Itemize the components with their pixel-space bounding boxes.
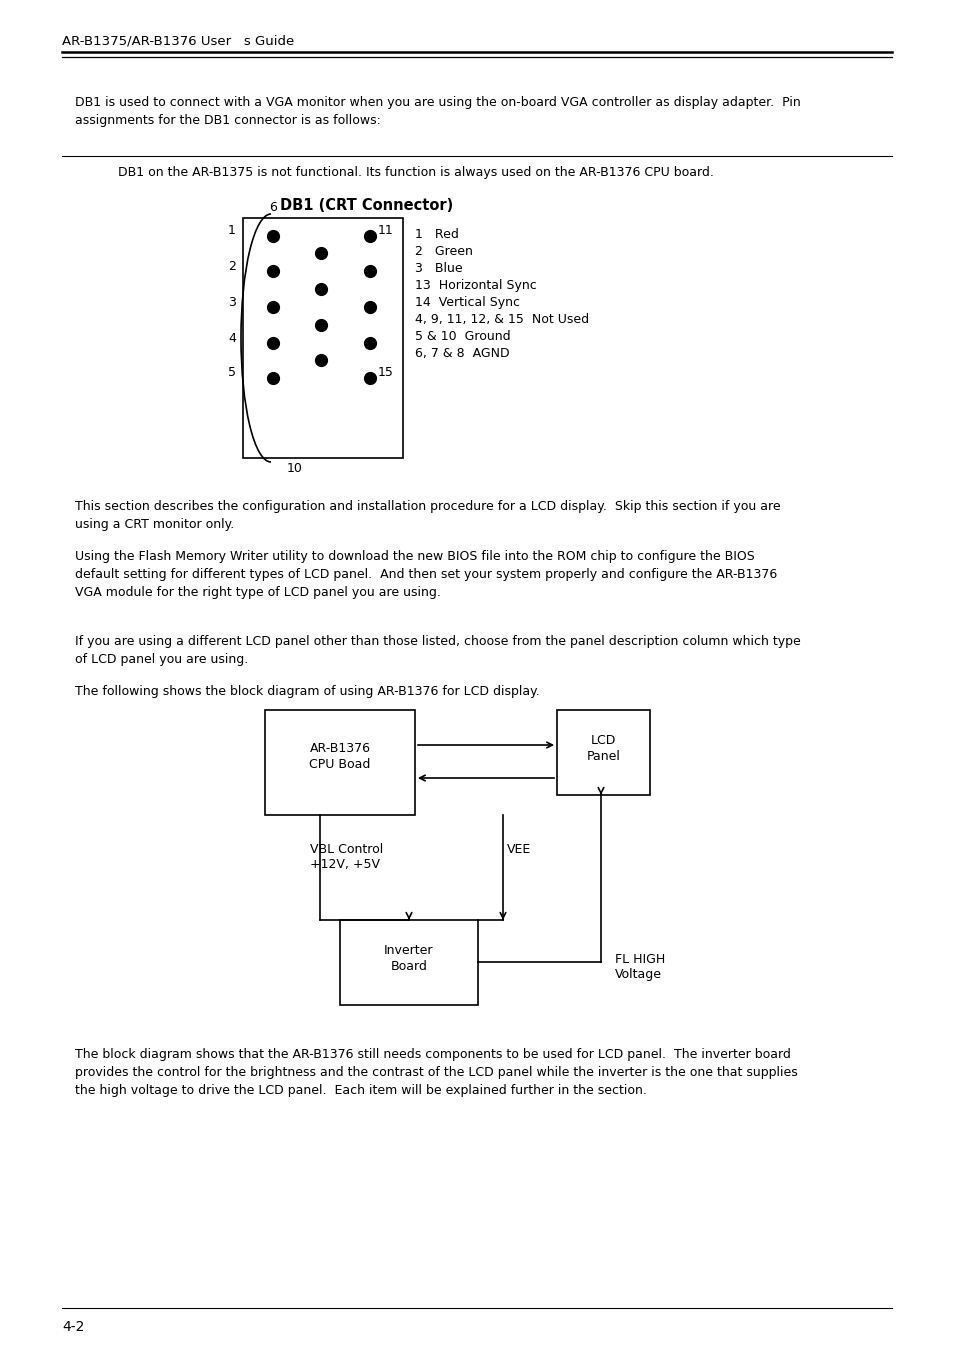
Bar bbox=[557, 711, 649, 794]
Text: 6, 7 & 8  AGND: 6, 7 & 8 AGND bbox=[415, 347, 509, 359]
Text: 5 & 10  Ground: 5 & 10 Ground bbox=[415, 330, 510, 343]
Text: Inverter
Board: Inverter Board bbox=[384, 944, 434, 973]
Text: DB1 on the AR-B1375 is not functional. Its function is always used on the AR-B13: DB1 on the AR-B1375 is not functional. I… bbox=[118, 166, 713, 178]
Text: 4, 9, 11, 12, & 15  Not Used: 4, 9, 11, 12, & 15 Not Used bbox=[415, 313, 589, 326]
Text: 3: 3 bbox=[228, 296, 235, 308]
Text: DB1 is used to connect with a VGA monitor when you are using the on-board VGA co: DB1 is used to connect with a VGA monito… bbox=[75, 96, 800, 127]
Text: 3   Blue: 3 Blue bbox=[415, 262, 462, 276]
Text: AR-B1376
CPU Boad: AR-B1376 CPU Boad bbox=[309, 743, 371, 770]
Text: The block diagram shows that the AR-B1376 still needs components to be used for : The block diagram shows that the AR-B137… bbox=[75, 1048, 797, 1097]
Text: VEE: VEE bbox=[506, 843, 531, 857]
Bar bbox=[265, 711, 415, 815]
Text: 5: 5 bbox=[228, 366, 235, 380]
Bar bbox=[243, 218, 402, 458]
Text: 10: 10 bbox=[287, 462, 303, 476]
Text: 1: 1 bbox=[228, 224, 235, 238]
Text: FL HIGH
Voltage: FL HIGH Voltage bbox=[615, 952, 664, 981]
Bar bbox=[339, 920, 477, 1005]
Text: VBL Control
+12V, +5V: VBL Control +12V, +5V bbox=[310, 843, 383, 871]
Text: 2: 2 bbox=[228, 259, 235, 273]
Text: AR-B1375/AR-B1376 User   s Guide: AR-B1375/AR-B1376 User s Guide bbox=[62, 35, 294, 49]
Text: 14  Vertical Sync: 14 Vertical Sync bbox=[415, 296, 519, 309]
Text: 4: 4 bbox=[228, 331, 235, 345]
Text: 15: 15 bbox=[377, 366, 394, 380]
Text: 1   Red: 1 Red bbox=[415, 228, 458, 240]
Text: 4-2: 4-2 bbox=[62, 1320, 84, 1333]
Text: 13  Horizontal Sync: 13 Horizontal Sync bbox=[415, 280, 537, 292]
Text: 11: 11 bbox=[377, 224, 394, 238]
Text: DB1 (CRT Connector): DB1 (CRT Connector) bbox=[280, 199, 453, 213]
Text: The following shows the block diagram of using AR-B1376 for LCD display.: The following shows the block diagram of… bbox=[75, 685, 539, 698]
Text: This section describes the configuration and installation procedure for a LCD di: This section describes the configuration… bbox=[75, 500, 780, 531]
Text: 2   Green: 2 Green bbox=[415, 245, 473, 258]
Text: LCD
Panel: LCD Panel bbox=[586, 735, 619, 762]
Text: Using the Flash Memory Writer utility to download the new BIOS file into the ROM: Using the Flash Memory Writer utility to… bbox=[75, 550, 777, 598]
Text: 6: 6 bbox=[269, 201, 276, 213]
Text: If you are using a different LCD panel other than those listed, choose from the : If you are using a different LCD panel o… bbox=[75, 635, 800, 666]
